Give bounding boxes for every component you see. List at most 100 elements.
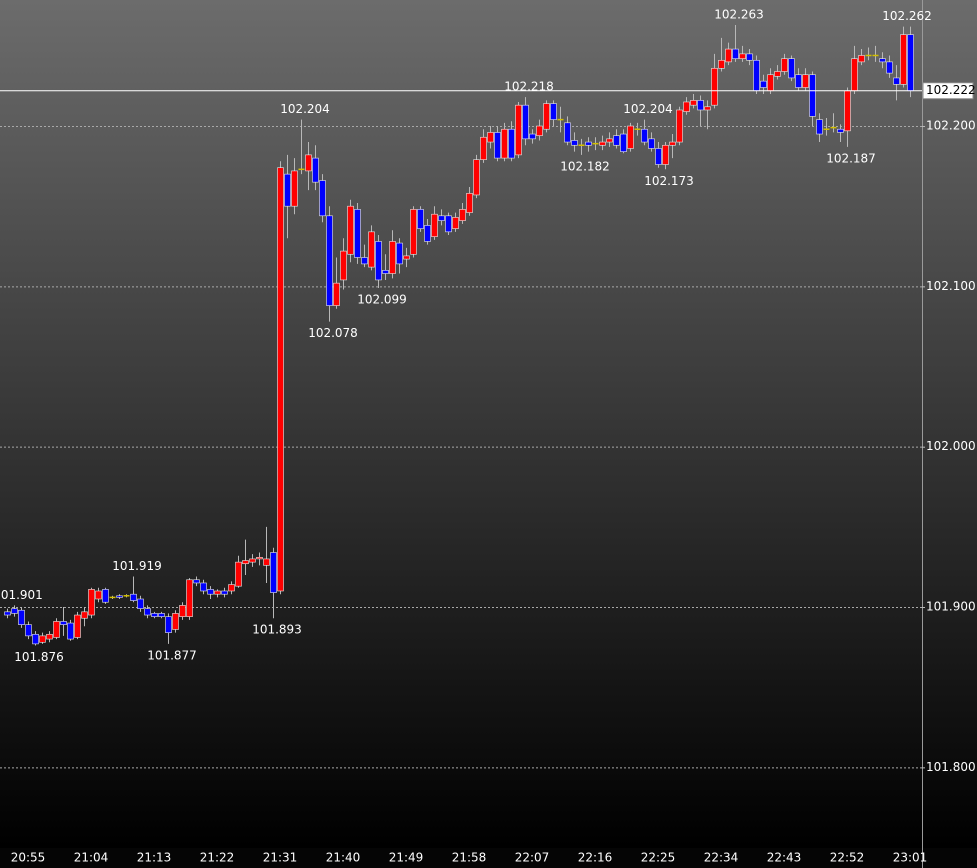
x-tick-label: 20:55 bbox=[11, 851, 46, 865]
candle-body bbox=[445, 215, 452, 233]
last-price-tag bbox=[922, 82, 974, 100]
x-tick-label: 21:58 bbox=[452, 851, 487, 865]
candle-body bbox=[543, 103, 550, 130]
candle-body bbox=[193, 579, 200, 584]
candle-body bbox=[515, 104, 522, 156]
x-tick-label: 22:25 bbox=[641, 851, 676, 865]
candle-body bbox=[305, 154, 312, 172]
candle-body bbox=[487, 132, 494, 143]
candle-body bbox=[242, 560, 249, 565]
candle-body bbox=[697, 100, 704, 111]
price-annotation: 102.187 bbox=[826, 151, 876, 165]
candle-body bbox=[235, 561, 242, 587]
price-annotation: 102.099 bbox=[357, 292, 407, 306]
price-annotation: 102.173 bbox=[644, 174, 694, 188]
candle-body bbox=[669, 141, 676, 146]
x-tick-label: 21:22 bbox=[200, 851, 235, 865]
candle-body bbox=[102, 589, 109, 603]
candle-body bbox=[508, 128, 515, 159]
candle-body bbox=[81, 611, 88, 619]
candle-body bbox=[221, 590, 228, 595]
candle-body bbox=[18, 609, 25, 625]
candle-body bbox=[291, 170, 298, 207]
candle-body bbox=[711, 68, 718, 106]
candle-body bbox=[732, 48, 739, 59]
candle-body bbox=[424, 225, 431, 242]
candle-body bbox=[676, 109, 683, 143]
candle-body bbox=[361, 257, 368, 265]
candle-body bbox=[326, 215, 333, 306]
candle-body bbox=[536, 125, 543, 136]
candle-body bbox=[95, 590, 102, 600]
candle-body bbox=[179, 605, 186, 617]
x-tick-label: 22:43 bbox=[767, 851, 802, 865]
candle-body bbox=[312, 157, 319, 183]
plot-background bbox=[0, 0, 977, 848]
candle-body bbox=[795, 74, 802, 88]
candle-body bbox=[480, 136, 487, 160]
candle-body bbox=[249, 558, 256, 563]
candle-body bbox=[452, 217, 459, 229]
y-tick-label: 101.900 bbox=[926, 600, 976, 614]
candle-body bbox=[627, 125, 634, 149]
candle-body bbox=[396, 242, 403, 265]
candle-body bbox=[375, 241, 382, 281]
price-annotation: 102.204 bbox=[623, 102, 673, 116]
x-axis-band bbox=[0, 848, 977, 868]
candle-body bbox=[137, 598, 144, 609]
candle-body bbox=[760, 80, 767, 88]
candle-body bbox=[389, 241, 396, 274]
candle-body bbox=[165, 616, 172, 633]
candle-body bbox=[319, 180, 326, 217]
x-tick-label: 21:04 bbox=[74, 851, 109, 865]
candle-body bbox=[690, 100, 697, 106]
price-annotation: 102.262 bbox=[882, 9, 932, 23]
candle-body bbox=[431, 213, 438, 237]
candle-body bbox=[354, 209, 361, 258]
candle-body bbox=[88, 589, 95, 616]
candle-body bbox=[340, 250, 347, 281]
y-tick-label: 101.800 bbox=[926, 760, 976, 774]
candle-body bbox=[39, 635, 46, 643]
candle-body bbox=[774, 71, 781, 77]
candle-body bbox=[767, 74, 774, 92]
y-tick-label: 102.100 bbox=[926, 279, 976, 293]
candle-body bbox=[648, 138, 655, 149]
candle-body bbox=[879, 58, 886, 63]
candle-body bbox=[585, 141, 592, 146]
candle-body bbox=[186, 579, 193, 617]
candle-body bbox=[172, 613, 179, 630]
candle-body bbox=[802, 74, 809, 88]
candle-body bbox=[417, 209, 424, 229]
candle-body bbox=[46, 633, 53, 640]
candle-body bbox=[781, 58, 788, 72]
candle-body bbox=[522, 104, 529, 140]
candle-body bbox=[613, 135, 620, 146]
candle-body bbox=[200, 582, 207, 592]
candle-body bbox=[599, 141, 606, 146]
candle-body bbox=[641, 128, 648, 143]
candle-body bbox=[746, 53, 753, 61]
candle-body bbox=[382, 270, 389, 274]
price-annotation: 101.919 bbox=[112, 559, 162, 573]
candle-body bbox=[858, 55, 865, 63]
candle-body bbox=[809, 74, 816, 117]
candle-body bbox=[151, 613, 158, 617]
candle-body bbox=[900, 34, 907, 85]
candle-body bbox=[550, 103, 557, 120]
candle-body bbox=[368, 231, 375, 268]
candle-body bbox=[67, 622, 74, 640]
candle-body bbox=[284, 173, 291, 207]
candle-body bbox=[158, 613, 165, 617]
y-tick-label: 102.000 bbox=[926, 439, 976, 453]
candle-body bbox=[256, 557, 263, 560]
candle-body bbox=[116, 595, 123, 598]
price-annotation: 102.078 bbox=[308, 326, 358, 340]
candle-body bbox=[207, 589, 214, 595]
price-annotation: 101.876 bbox=[14, 650, 64, 664]
price-annotation: 102.182 bbox=[560, 159, 610, 173]
candle-body bbox=[606, 138, 613, 143]
x-tick-label: 22:52 bbox=[830, 851, 865, 865]
